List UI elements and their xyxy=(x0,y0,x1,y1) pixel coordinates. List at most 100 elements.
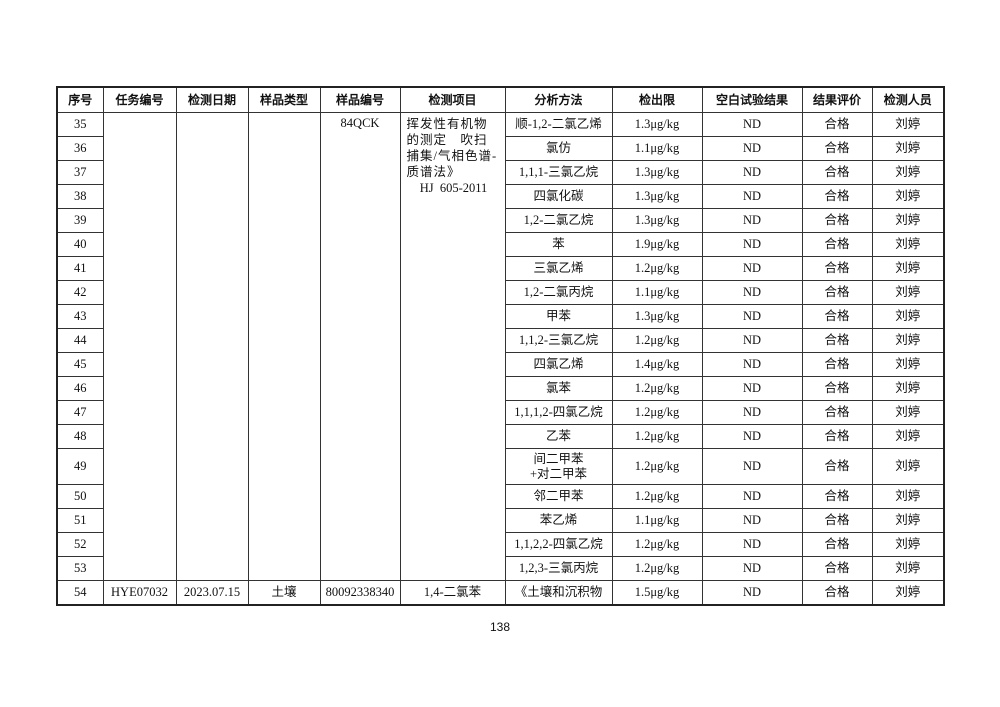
limit-cell: 1.3μg/kg xyxy=(611,304,703,329)
evaluation-cell: 合格 xyxy=(801,424,873,449)
limit-cell: 1.1μg/kg xyxy=(611,508,703,533)
blank-cell: ND xyxy=(701,304,803,329)
limit-cell: 1.2μg/kg xyxy=(611,448,703,485)
item-cell: 1,1,2-三氯乙烷 xyxy=(504,328,613,353)
sample-type-cell: 土壤 xyxy=(247,580,321,606)
blank-cell: ND xyxy=(701,208,803,233)
table-row: 50 邻二甲苯 1.2μg/kg ND 合格 刘婷 xyxy=(56,484,945,509)
item-cell: 间二甲苯+对二甲苯 xyxy=(504,448,613,485)
seq-cell: 44 xyxy=(56,328,104,353)
item-cell: 1,1,2,2-四氯乙烷 xyxy=(504,532,613,557)
blank-cell: ND xyxy=(701,376,803,401)
table-row: 38 四氯化碳 1.3μg/kg ND 合格 刘婷 xyxy=(56,184,945,209)
header-blank: 空白试验结果 xyxy=(701,86,803,113)
person-cell: 刘婷 xyxy=(871,424,945,449)
seq-cell: 35 xyxy=(56,112,104,137)
blank-cell: ND xyxy=(701,280,803,305)
person-cell: 刘婷 xyxy=(871,256,945,281)
item-cell: 1,1,1-三氯乙烷 xyxy=(504,160,613,185)
person-cell: 刘婷 xyxy=(871,112,945,137)
blank-cell: ND xyxy=(701,580,803,606)
limit-cell: 1.1μg/kg xyxy=(611,280,703,305)
sample-no-cell: 80092338340 xyxy=(319,580,401,606)
method-cell: 《土壤和沉积物 xyxy=(504,580,613,606)
evaluation-cell: 合格 xyxy=(801,484,873,509)
header-limit: 检出限 xyxy=(611,86,703,113)
page-number: 138 xyxy=(489,620,511,634)
seq-cell: 51 xyxy=(56,508,104,533)
limit-cell: 1.1μg/kg xyxy=(611,136,703,161)
evaluation-cell: 合格 xyxy=(801,280,873,305)
blank-cell: ND xyxy=(701,256,803,281)
item-cell: 1,2-二氯乙烷 xyxy=(504,208,613,233)
blank-cell: ND xyxy=(701,484,803,509)
person-cell: 刘婷 xyxy=(871,532,945,557)
table-row: 37 1,1,1-三氯乙烷 1.3μg/kg ND 合格 刘婷 xyxy=(56,160,945,185)
item-cell: 四氯乙烯 xyxy=(504,352,613,377)
header-sample-type: 样品类型 xyxy=(247,86,321,113)
evaluation-cell: 合格 xyxy=(801,184,873,209)
limit-cell: 1.4μg/kg xyxy=(611,352,703,377)
method-text: 挥发性有机物的测定 吹扫捕集/气相色谱-质谱法》 xyxy=(406,117,498,179)
evaluation-cell: 合格 xyxy=(801,136,873,161)
blank-cell: ND xyxy=(701,136,803,161)
seq-cell: 37 xyxy=(56,160,104,185)
seq-cell: 50 xyxy=(56,484,104,509)
item-cell: 1,2,3-三氯丙烷 xyxy=(504,556,613,581)
seq-cell: 45 xyxy=(56,352,104,377)
table-row: 35 84QCK 挥发性有机物的测定 吹扫捕集/气相色谱-质谱法》 HJ 605-20… xyxy=(56,112,945,581)
limit-cell: 1.2μg/kg xyxy=(611,400,703,425)
evaluation-cell: 合格 xyxy=(801,376,873,401)
blank-cell: ND xyxy=(701,232,803,257)
header-person: 检测人员 xyxy=(871,86,945,113)
date-cell xyxy=(175,112,249,581)
person-cell: 刘婷 xyxy=(871,160,945,185)
evaluation-cell: 合格 xyxy=(801,556,873,581)
table-row: 40 苯 1.9μg/kg ND 合格 刘婷 xyxy=(56,232,945,257)
item-cell: 氯苯 xyxy=(504,376,613,401)
evaluation-cell: 合格 xyxy=(801,112,873,137)
person-cell: 刘婷 xyxy=(871,448,945,485)
evaluation-cell: 合格 xyxy=(801,580,873,606)
blank-cell: ND xyxy=(701,160,803,185)
item-cell: 甲苯 xyxy=(504,304,613,329)
evaluation-cell: 合格 xyxy=(801,208,873,233)
limit-cell: 1.2μg/kg xyxy=(611,256,703,281)
table-row: 43 甲苯 1.3μg/kg ND 合格 刘婷 xyxy=(56,304,945,329)
seq-cell: 52 xyxy=(56,532,104,557)
seq-cell: 46 xyxy=(56,376,104,401)
header-method: 分析方法 xyxy=(504,86,613,113)
seq-cell: 36 xyxy=(56,136,104,161)
seq-cell: 48 xyxy=(56,424,104,449)
table-row: 52 1,1,2,2-四氯乙烷 1.2μg/kg ND 合格 刘婷 xyxy=(56,532,945,557)
seq-cell: 53 xyxy=(56,556,104,581)
table-row: 46 氯苯 1.2μg/kg ND 合格 刘婷 xyxy=(56,376,945,401)
person-cell: 刘婷 xyxy=(871,136,945,161)
table-row: 53 1,2,3-三氯丙烷 1.2μg/kg ND 合格 刘婷 xyxy=(56,556,945,581)
table-row: 49 间二甲苯+对二甲苯 1.2μg/kg ND 合格 刘婷 xyxy=(56,448,945,485)
table-header-row: 序号 任务编号 检测日期 样品类型 样品编号 检测项目 分析方法 检出限 空白试验结果 结果评价检… xyxy=(56,86,945,113)
item-cell: 乙苯 xyxy=(504,424,613,449)
header-evaluation: 结果评价 xyxy=(801,86,873,113)
method-cell: 挥发性有机物的测定 吹扫捕集/气相色谱-质谱法》 HJ 605-2011 xyxy=(399,112,506,581)
person-cell: 刘婷 xyxy=(871,400,945,425)
header-task-no: 任务编号 xyxy=(102,86,177,113)
item-cell: 顺-1,2-二氯乙烯 xyxy=(504,112,613,137)
task-no-cell: HYE07032 xyxy=(102,580,177,606)
item-cell: 氯仿 xyxy=(504,136,613,161)
task-no-cell xyxy=(102,112,177,581)
person-cell: 刘婷 xyxy=(871,232,945,257)
person-cell: 刘婷 xyxy=(871,304,945,329)
seq-cell: 39 xyxy=(56,208,104,233)
person-cell: 刘婷 xyxy=(871,580,945,606)
person-cell: 刘婷 xyxy=(871,328,945,353)
person-cell: 刘婷 xyxy=(871,352,945,377)
blank-cell: ND xyxy=(701,352,803,377)
person-cell: 刘婷 xyxy=(871,376,945,401)
evaluation-cell: 合格 xyxy=(801,328,873,353)
date-cell: 2023.07.15 xyxy=(175,580,249,606)
limit-cell: 1.5μg/kg xyxy=(611,580,703,606)
limit-cell: 1.2μg/kg xyxy=(611,532,703,557)
person-cell: 刘婷 xyxy=(871,280,945,305)
table-row: 48 乙苯 1.2μg/kg ND 合格 刘婷 xyxy=(56,424,945,449)
